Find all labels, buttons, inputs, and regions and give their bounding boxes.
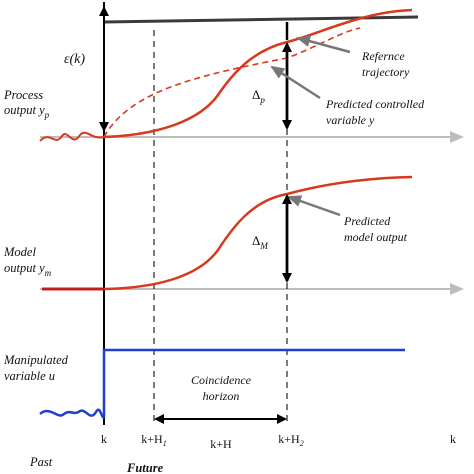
delta-m-label: ΔM (252, 233, 268, 251)
tick-k-h: k+H (210, 437, 232, 451)
tick-k: k (101, 432, 107, 446)
predicted-model-pointer-arrow (287, 195, 341, 217)
epsilon-label: ε(k) (64, 52, 85, 67)
tick-k-h2: k+H2 (278, 432, 303, 448)
predicted-model-label-line2: model output (344, 230, 408, 244)
predicted-controlled-pointer-arrow (270, 65, 321, 100)
manipulated-variable-past (39, 408, 106, 419)
tick-k-end: k (450, 432, 456, 446)
process-output-label-line2: output yp (4, 103, 50, 120)
model-output-label-line2: output ym (4, 261, 52, 278)
coincidence-label-line2: horizon (203, 389, 240, 403)
future-label: Future (126, 461, 164, 474)
predicted-process-curve (103, 8, 413, 139)
setpoint-line (103, 15, 419, 24)
delta-p-label: Δp (252, 87, 265, 105)
model-output-label-line1: Model (3, 245, 36, 259)
predicted-controlled-label-line1: Predicted controlled (325, 97, 425, 111)
reference-label-line2: trajectory (362, 65, 410, 79)
manipulated-variable-future (102, 348, 405, 417)
predicted-model-label-line1: Predicted (343, 214, 391, 228)
predicted-model-curve (103, 175, 413, 291)
reference-label-line1: Refernce (361, 49, 405, 63)
tick-k-h1: k+H1 (141, 432, 166, 448)
manipulated-label-line2: variable u (4, 369, 55, 383)
past-label: Past (29, 455, 53, 469)
reference-trajectory-curve (103, 27, 361, 138)
predicted-controlled-label-line2: variable y (326, 113, 375, 127)
manipulated-label-line1: Manipulated (3, 353, 69, 367)
reference-pointer-arrow (296, 35, 351, 54)
coincidence-label-line1: Coincidence (191, 373, 252, 387)
process-output-past (39, 131, 105, 142)
process-output-label-line1: Process (3, 88, 43, 102)
